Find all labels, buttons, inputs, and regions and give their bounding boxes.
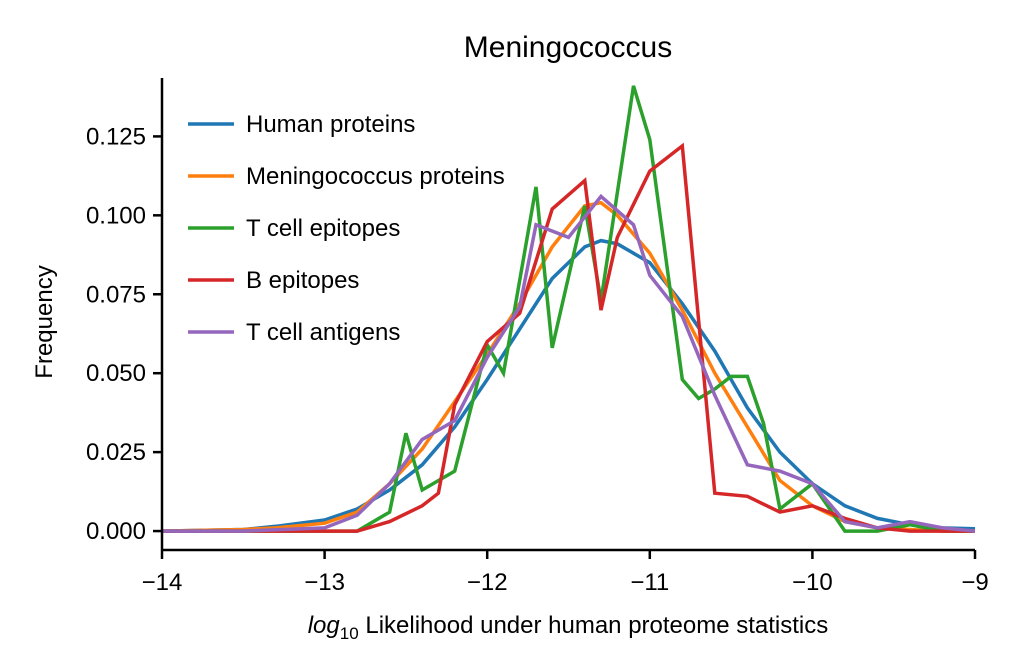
x-axis-label: log10 Likelihood under human proteome st… [308,612,829,643]
x-axis-label-log: log [308,612,341,639]
y-tick-label: 0.025 [86,439,146,466]
y-tick-label: 0.000 [86,518,146,545]
x-ticks: −14 −13 −12 −11 −10 −9 [142,550,989,596]
series-line-3 [162,142,975,533]
y-axis-label: Frequency [31,265,58,378]
legend-label-1: Meningococcus proteins [246,163,505,190]
x-tick-label: −9 [961,569,988,596]
x-tick-label: −12 [467,569,508,596]
y-tick-label: 0.050 [86,360,146,387]
x-axis-label-subscript: 10 [340,624,359,643]
legend-label-4: T cell antigens [246,319,400,346]
y-tick-label: 0.125 [86,123,146,150]
series-line-2 [162,85,975,533]
x-tick-label: −10 [792,569,833,596]
y-tick-label: 0.075 [86,281,146,308]
series-line-4 [162,193,976,533]
series-layer [161,85,976,533]
legend-label-3: B epitopes [246,267,359,294]
legend-label-2: T cell epitopes [246,215,400,242]
x-tick-label: −14 [142,569,183,596]
y-tick-label: 0.100 [86,202,146,229]
y-ticks: 0.000 0.025 0.050 0.075 0.100 0.125 [86,123,162,545]
legend-label-0: Human proteins [246,111,415,138]
legend: Human proteins Meningococcus proteins T ce… [188,111,505,346]
x-axis-label-text: Likelihood under human proteome statisti… [359,612,829,639]
chart-title: Meningococcus [464,31,672,64]
x-tick-label: −13 [304,569,345,596]
series-line-1 [161,200,975,533]
x-tick-label: −11 [630,569,669,596]
series-line-0 [161,238,976,533]
